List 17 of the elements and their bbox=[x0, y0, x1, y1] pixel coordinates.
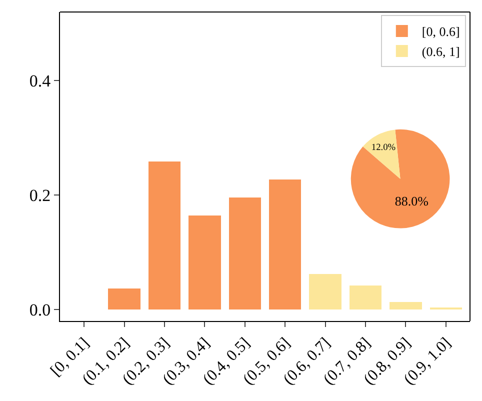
y-tick-label: 0.4 bbox=[29, 72, 52, 91]
bar bbox=[148, 161, 181, 310]
bar bbox=[108, 288, 140, 310]
y-tick-label: 0.0 bbox=[29, 300, 51, 320]
y-tick-label: 0.2 bbox=[29, 186, 51, 206]
bar bbox=[390, 302, 422, 310]
bar bbox=[188, 216, 221, 310]
pie-slice bbox=[350, 129, 450, 228]
legend-label: (0.6, 1] bbox=[422, 44, 460, 60]
bar bbox=[269, 180, 302, 310]
pie-slice bbox=[362, 130, 400, 179]
data-label: 12.0% bbox=[371, 143, 396, 154]
bar bbox=[228, 197, 261, 310]
data-label: 88.0% bbox=[394, 193, 429, 208]
bar bbox=[349, 286, 382, 310]
legend-label: [0, 0.6] bbox=[422, 24, 460, 40]
bar bbox=[309, 274, 342, 310]
